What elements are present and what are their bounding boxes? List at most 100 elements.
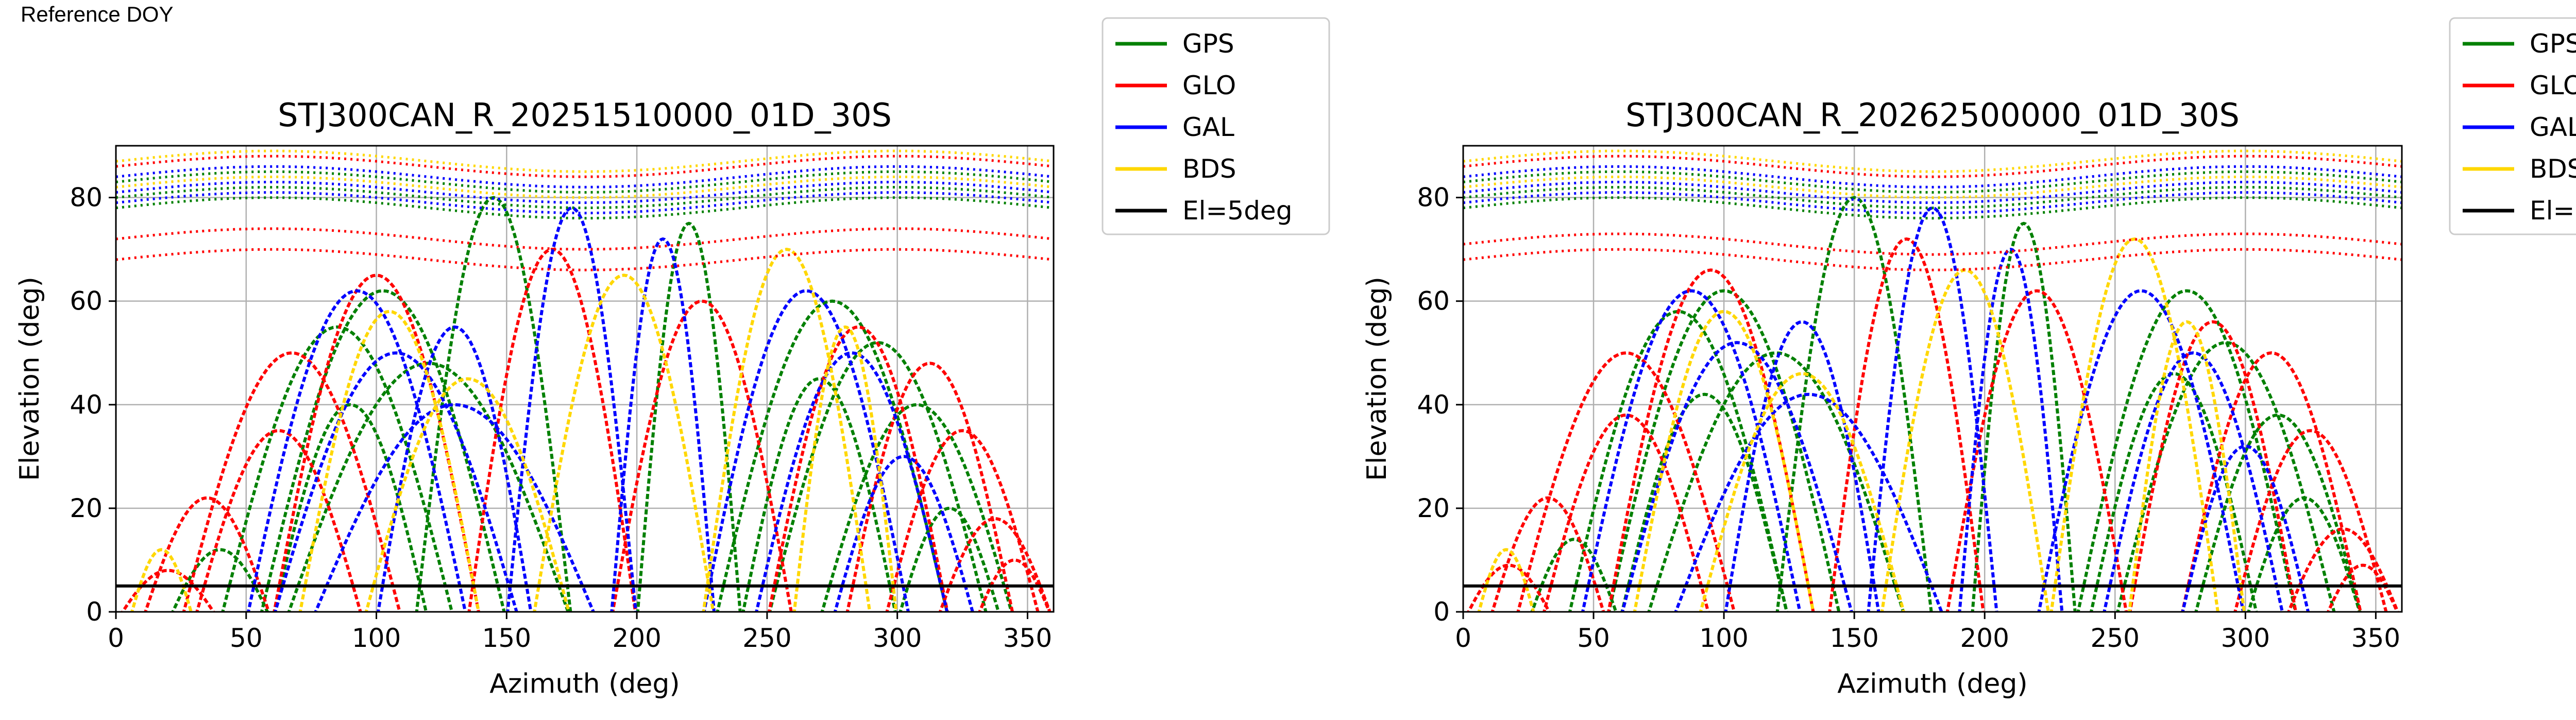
track-gps (768, 341, 988, 612)
legend: GPS GLO GAL BDS El=5deg (2449, 17, 2576, 235)
y-tick-label: 60 (1417, 286, 1450, 316)
x-tick-label: 200 (1960, 623, 2009, 653)
axes-frame (115, 145, 1055, 613)
overhead-track-gps (1463, 170, 2402, 194)
y-tick-label: 80 (70, 183, 103, 213)
plot-area (116, 146, 1054, 612)
x-tick-label: 250 (742, 623, 791, 653)
track-gps (273, 403, 428, 612)
legend-label: El=5deg (2530, 196, 2576, 226)
x-tick-label: 0 (108, 623, 124, 653)
track-glo (1490, 496, 1605, 612)
track-gps (899, 506, 1001, 612)
x-axis-label: Azimuth (deg) (489, 668, 680, 699)
track-glo (978, 558, 1052, 612)
overhead-track-gal (116, 180, 1054, 204)
overhead-track-gps (1463, 185, 2402, 210)
track-gal (1674, 392, 1943, 612)
overhead-track-glo (1463, 248, 2402, 271)
track-bds (1477, 548, 1535, 612)
legend-label: GPS (1182, 29, 1234, 59)
track-glo (1542, 413, 1710, 612)
figure-label: Reference DOY (21, 2, 174, 26)
track-gal (833, 455, 974, 612)
legend-box (1101, 17, 1330, 235)
legend-label: BDS (1182, 154, 1236, 184)
x-tick-label: 300 (873, 623, 922, 653)
track-gps (2089, 372, 2258, 612)
y-axis-label: Elevation (deg) (1362, 277, 1393, 481)
track-bds (702, 248, 872, 612)
legend-label: BDS (2530, 154, 2576, 184)
track-gal (610, 237, 716, 612)
series-bds (130, 248, 898, 612)
track-gps (1530, 538, 1618, 612)
track-glo (144, 496, 270, 612)
track-bds (364, 377, 571, 612)
chart-title: STJ300CAN_R_20262500000_01D_30S (1625, 96, 2240, 134)
track-gps (2247, 496, 2362, 612)
track-gal (1581, 289, 1802, 612)
overhead-track-glo (116, 227, 1054, 251)
overhead-track-bds (1463, 149, 2402, 173)
track-gal (274, 351, 518, 612)
x-tick-label: 350 (1003, 623, 1052, 653)
y-tick-label: 0 (1433, 597, 1450, 627)
track-glo (1828, 237, 1985, 612)
overhead-track-bds (116, 175, 1054, 199)
y-tick-label: 40 (70, 390, 103, 420)
series-gal (246, 206, 974, 612)
track-gal (2181, 444, 2310, 612)
track-glo (1466, 563, 1551, 612)
legend-label: GAL (1182, 112, 1234, 142)
y-tick-label: 80 (1417, 183, 1450, 213)
y-tick-label: 60 (70, 286, 103, 316)
track-gal (246, 289, 467, 612)
track-gps (1647, 351, 1905, 612)
track-gps (1775, 196, 1933, 612)
overhead-track-glo (1463, 155, 2402, 178)
legend-label: GLO (1182, 71, 1236, 100)
x-tick-label: 100 (352, 623, 401, 653)
legend-label: GLO (2530, 71, 2576, 100)
satellite-tracks (116, 149, 1054, 612)
track-bds (2049, 237, 2219, 612)
x-axis-label: Azimuth (deg) (1837, 668, 2027, 699)
satellite-tracks (1463, 149, 2402, 612)
legend-label: GAL (2530, 112, 2576, 142)
x-tick-label: 150 (482, 623, 531, 653)
overhead-track-gal (116, 191, 1054, 215)
track-glo (611, 299, 793, 612)
track-glo (938, 517, 1052, 612)
x-tick-label: 0 (1455, 623, 1471, 653)
track-glo (2233, 429, 2388, 612)
y-axis-label: Elevation (deg) (14, 277, 45, 481)
track-gal (1867, 206, 1998, 612)
legend: GPS GLO GAL BDS El=5deg (1101, 17, 1330, 235)
track-glo (2181, 351, 2362, 612)
chart-1: 0 50 100 150 200 250 300 350 0 20 40 60 80 STJ300CAN_… (14, 17, 1330, 699)
track-gps (2116, 341, 2336, 612)
legend-label: El=5deg (1182, 196, 1292, 226)
track-gps (1971, 221, 2077, 612)
x-tick-label: 150 (1829, 623, 1878, 653)
track-gps (1607, 289, 1841, 612)
track-glo (767, 325, 949, 612)
overhead-track-gal (1463, 191, 2402, 215)
y-tick-label: 40 (1417, 390, 1450, 420)
track-bds (1633, 310, 1815, 612)
track-gal (506, 206, 638, 612)
track-gps (636, 221, 742, 612)
series-gps (1530, 196, 2362, 612)
x-tick-label: 250 (2091, 623, 2140, 653)
overhead-track-glo (116, 248, 1054, 271)
x-tick-label: 50 (230, 623, 263, 653)
track-glo (2326, 563, 2399, 612)
overhead-track-gal (1463, 180, 2402, 204)
x-tick-label: 200 (612, 623, 661, 653)
y-tick-label: 20 (1417, 493, 1450, 523)
chart-title: STJ300CAN_R_20251510000_01D_30S (278, 96, 892, 134)
track-bds (533, 273, 715, 612)
overhead-track-gps (1463, 196, 2402, 220)
